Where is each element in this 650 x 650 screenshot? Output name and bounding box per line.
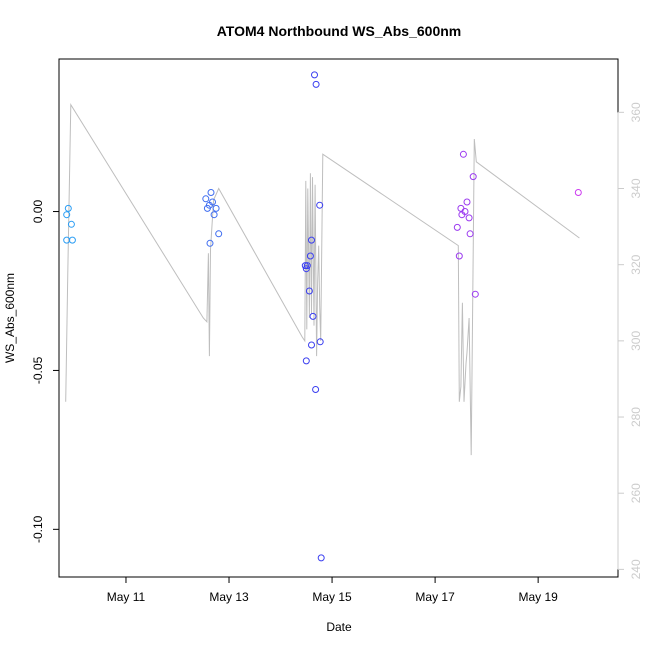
data-point	[311, 71, 318, 79]
data-point	[206, 239, 214, 247]
y2-tick-label: 340	[629, 178, 643, 198]
x-tick-label: May 19	[518, 590, 558, 604]
data-point	[459, 150, 467, 158]
x-tick-label: May 11	[107, 590, 146, 604]
data-point	[308, 341, 315, 349]
data-point	[316, 201, 324, 209]
data-point	[312, 80, 320, 88]
data-point	[574, 189, 582, 196]
y2-tick-label: 300	[629, 331, 643, 351]
y-axis-label: WS_Abs_600nm	[3, 273, 17, 363]
y-tick-label: -0.10	[31, 515, 45, 543]
data-point	[215, 230, 223, 238]
data-point	[453, 223, 461, 231]
data-point	[471, 290, 479, 298]
data-point	[308, 236, 315, 244]
data-point	[306, 252, 314, 260]
data-point	[202, 195, 210, 203]
y-tick-label: 0.00	[31, 200, 45, 224]
data-point	[301, 262, 309, 270]
data-point	[209, 198, 216, 206]
secondary-series-line	[65, 102, 580, 456]
data-point	[463, 198, 471, 206]
x-tick-label: May 15	[312, 590, 352, 604]
data-point	[455, 252, 463, 260]
data-point	[67, 220, 75, 228]
data-point	[68, 236, 76, 244]
data-point	[466, 230, 474, 238]
data-point	[317, 554, 325, 562]
data-point	[316, 338, 324, 346]
y2-tick-label: 240	[629, 559, 643, 579]
x-tick-label: May 13	[209, 590, 249, 604]
data-point	[312, 386, 320, 393]
data-point	[461, 208, 469, 215]
y2-tick-label: 260	[629, 483, 643, 503]
data-point	[457, 204, 465, 212]
y2-tick-label: 360	[629, 102, 643, 122]
y-axis-right: 240 260 280 300 320 340 360	[617, 102, 643, 579]
data-point	[210, 211, 218, 219]
chart-title: ATOM4 Northbound WS_Abs_600nm	[217, 23, 462, 39]
y2-tick-label: 320	[629, 254, 643, 274]
y-tick-label: -0.05	[31, 356, 45, 384]
data-point	[302, 265, 310, 273]
data-point	[465, 214, 473, 222]
data-point	[309, 312, 317, 320]
x-axis: May 11 May 13 May 15 May 17 May 19	[107, 577, 558, 604]
x-tick-label: May 17	[415, 590, 455, 604]
series-line	[65, 102, 580, 456]
data-point	[303, 262, 311, 270]
plot-frame	[58, 58, 619, 578]
y-axis-left: 0.00 -0.05 -0.10	[31, 200, 59, 543]
y2-tick-label: 280	[629, 407, 643, 427]
data-points	[63, 71, 582, 562]
data-point	[302, 357, 310, 365]
data-point	[305, 287, 313, 295]
x-axis-label: Date	[326, 620, 352, 634]
data-point	[64, 204, 72, 212]
data-point	[212, 204, 220, 212]
data-point	[63, 211, 71, 219]
data-point	[469, 173, 477, 181]
data-point	[207, 189, 215, 196]
